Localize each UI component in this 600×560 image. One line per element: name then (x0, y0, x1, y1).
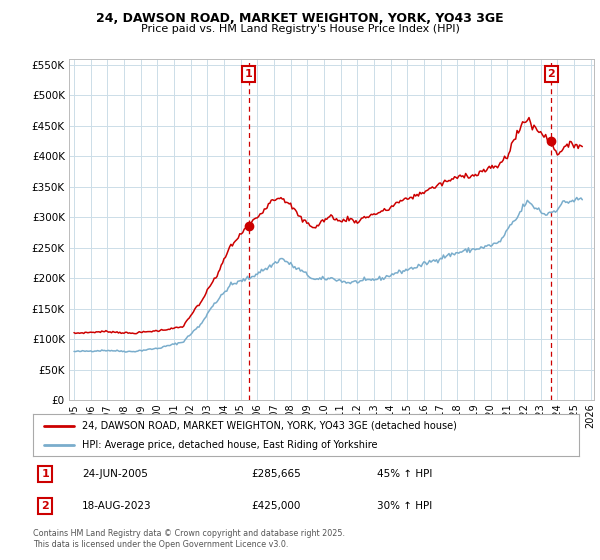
Text: Price paid vs. HM Land Registry's House Price Index (HPI): Price paid vs. HM Land Registry's House … (140, 24, 460, 34)
Text: 24, DAWSON ROAD, MARKET WEIGHTON, YORK, YO43 3GE (detached house): 24, DAWSON ROAD, MARKET WEIGHTON, YORK, … (82, 421, 457, 431)
Text: £285,665: £285,665 (251, 469, 301, 479)
Text: 1: 1 (41, 469, 49, 479)
Text: 30% ↑ HPI: 30% ↑ HPI (377, 501, 432, 511)
Text: 2: 2 (41, 501, 49, 511)
Text: 24-JUN-2005: 24-JUN-2005 (82, 469, 148, 479)
Text: 1: 1 (245, 69, 253, 79)
Text: 2: 2 (547, 69, 555, 79)
Text: Contains HM Land Registry data © Crown copyright and database right 2025.
This d: Contains HM Land Registry data © Crown c… (33, 529, 345, 549)
Text: 18-AUG-2023: 18-AUG-2023 (82, 501, 152, 511)
Text: 24, DAWSON ROAD, MARKET WEIGHTON, YORK, YO43 3GE: 24, DAWSON ROAD, MARKET WEIGHTON, YORK, … (96, 12, 504, 25)
Text: £425,000: £425,000 (251, 501, 301, 511)
Text: HPI: Average price, detached house, East Riding of Yorkshire: HPI: Average price, detached house, East… (82, 440, 377, 450)
Text: 45% ↑ HPI: 45% ↑ HPI (377, 469, 433, 479)
